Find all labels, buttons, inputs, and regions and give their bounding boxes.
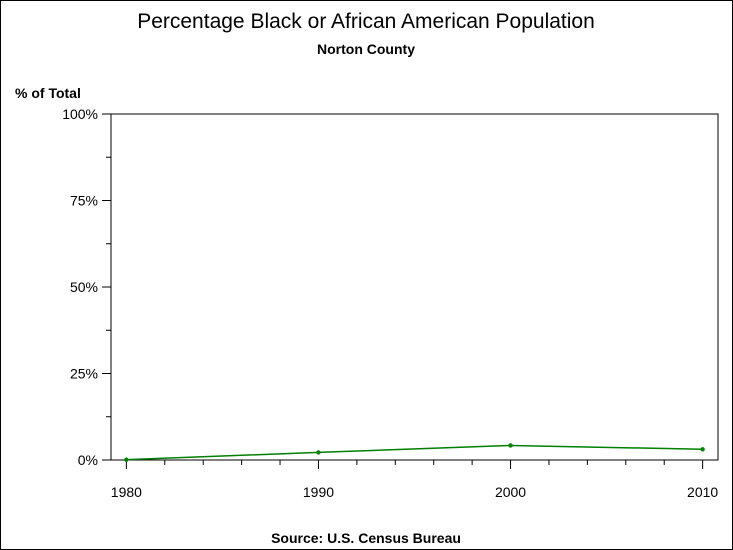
- x-tick-label: 2010: [687, 484, 718, 500]
- y-tick-label: 50%: [70, 279, 98, 295]
- series-line: [126, 444, 703, 461]
- data-point: [316, 450, 321, 455]
- chart-subtitle: Norton County: [317, 41, 415, 57]
- x-tick-label: 1990: [303, 484, 334, 500]
- x-axis: 1980 1990 2000 2010: [111, 460, 718, 500]
- y-tick-label: 25%: [70, 366, 98, 382]
- y-tick-label: 100%: [62, 106, 98, 122]
- source-note: Source: U.S. Census Bureau: [271, 530, 461, 546]
- y-axis-label: % of Total: [15, 85, 81, 101]
- y-tick-label: 0%: [78, 452, 98, 468]
- x-tick-label: 1980: [111, 484, 142, 500]
- chart-title: Percentage Black or African American Pop…: [137, 10, 595, 33]
- plot-area: [110, 113, 719, 461]
- y-axis: 0% 25% 50% 75% 100%: [62, 106, 111, 468]
- x-tick-label: 2000: [495, 484, 526, 500]
- series-layer: [124, 443, 705, 462]
- y-tick-label: 75%: [70, 193, 98, 209]
- data-point: [124, 457, 129, 462]
- data-point: [508, 443, 513, 448]
- data-point: [700, 447, 705, 452]
